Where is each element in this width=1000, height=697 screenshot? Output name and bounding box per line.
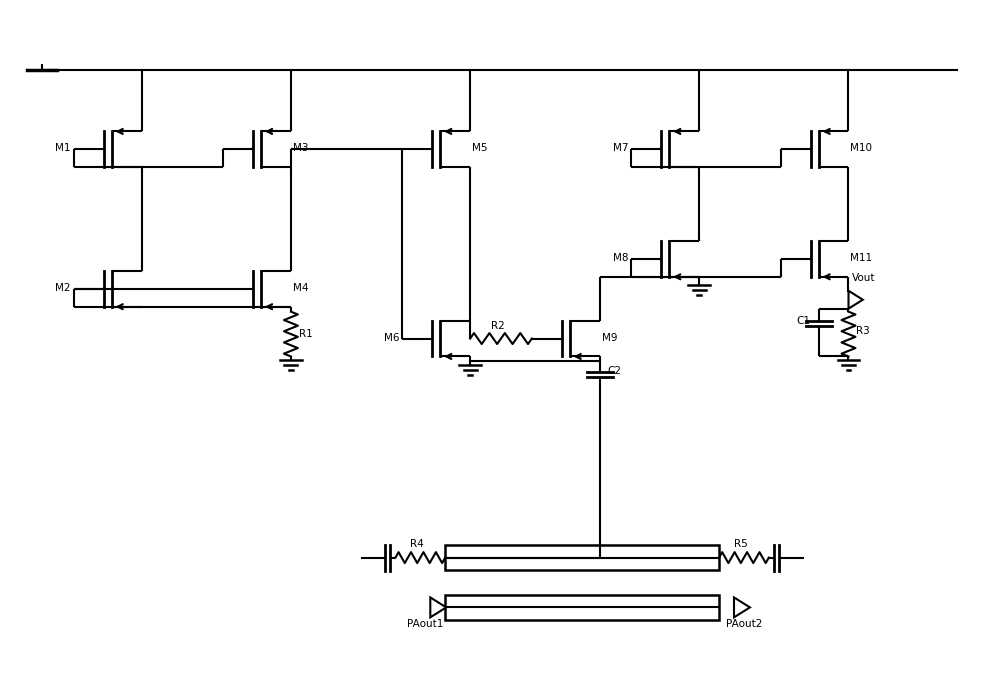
Text: PAout1: PAout1	[407, 620, 444, 629]
Text: PAout2: PAout2	[726, 620, 762, 629]
Text: R4: R4	[410, 539, 424, 549]
Text: C2: C2	[608, 367, 622, 376]
Text: M4: M4	[293, 283, 308, 293]
Text: R5: R5	[734, 539, 748, 549]
Text: Vout: Vout	[851, 273, 875, 283]
Text: M1: M1	[55, 144, 71, 153]
Text: M6: M6	[384, 332, 399, 342]
Text: M3: M3	[293, 144, 308, 153]
Text: C1: C1	[797, 316, 811, 325]
Bar	[445, 595, 719, 620]
Text: M8: M8	[613, 253, 628, 263]
Text: M10: M10	[850, 144, 872, 153]
Text: R2: R2	[491, 321, 505, 330]
Text: M2: M2	[55, 283, 71, 293]
Text: M9: M9	[602, 332, 617, 342]
Bar	[445, 545, 719, 570]
Text: R1: R1	[299, 328, 313, 339]
Text: M11: M11	[850, 253, 873, 263]
Text: R3: R3	[856, 326, 870, 336]
Text: M7: M7	[613, 144, 628, 153]
Text: M5: M5	[472, 144, 488, 153]
